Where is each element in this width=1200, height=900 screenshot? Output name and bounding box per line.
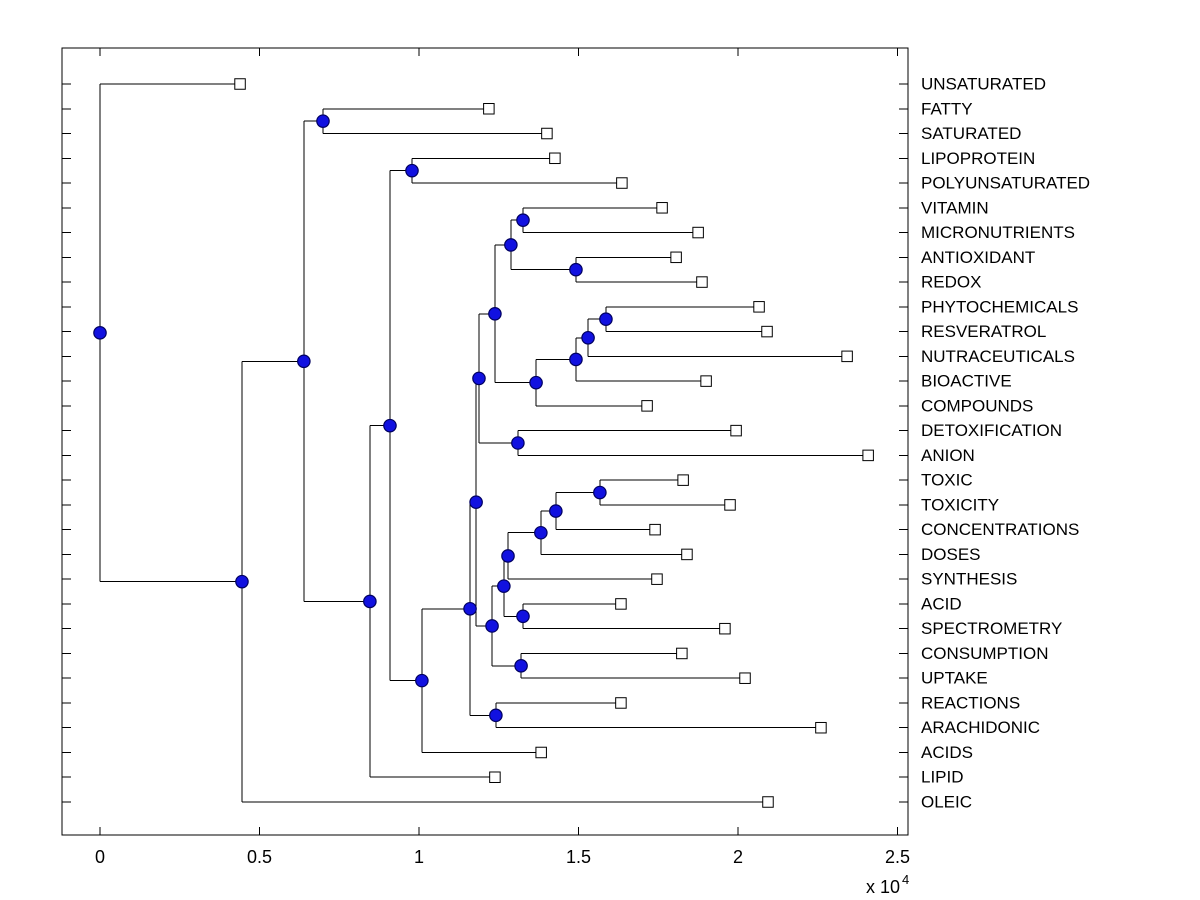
leaf-marker-lipoprotein[interactable] xyxy=(549,152,561,165)
x-tick-label: 1.5 xyxy=(566,847,591,867)
leaf-label: DOSES xyxy=(921,545,981,564)
internal-node-marker-n27[interactable] xyxy=(549,504,563,518)
leaf-label: SPECTROMETRY xyxy=(921,619,1062,638)
internal-node-marker-n10[interactable] xyxy=(469,495,483,509)
x-tick-label: 0.5 xyxy=(247,847,272,867)
leaf-marker-toxicity[interactable] xyxy=(724,499,736,511)
leaf-marker-uptake[interactable] xyxy=(739,672,751,684)
x-tick-label: 2 xyxy=(733,847,743,867)
internal-node-marker-n20[interactable] xyxy=(501,549,515,563)
leaf-marker-vitamin[interactable] xyxy=(656,202,668,214)
internal-node-marker-n3[interactable] xyxy=(297,354,311,369)
leaf-label: BIOACTIVE xyxy=(921,372,1012,391)
leaf-label: LIPOPROTEIN xyxy=(921,149,1035,168)
internal-node-marker-n15[interactable] xyxy=(511,436,525,450)
leaf-marker-polyunsaturated[interactable] xyxy=(616,177,628,189)
leaf-marker-micronutrients[interactable] xyxy=(692,226,704,239)
leaf-label: LIPID xyxy=(921,768,964,787)
leaf-label: OLEIC xyxy=(921,792,972,811)
internal-node-marker-n24[interactable] xyxy=(569,352,583,367)
leaf-label: CONCENTRATIONS xyxy=(921,520,1079,539)
leaf-marker-phytochemicals[interactable] xyxy=(753,301,765,313)
internal-node-marker-n22[interactable] xyxy=(516,213,530,227)
leaf-marker-nutraceuticals[interactable] xyxy=(841,350,853,363)
leaf-marker-antioxidant[interactable] xyxy=(670,251,682,264)
leaf-label: ARACHIDONIC xyxy=(921,718,1040,737)
internal-node-marker-n11[interactable] xyxy=(489,708,503,723)
leaf-label: TOXIC xyxy=(921,471,973,490)
internal-node-marker-n19[interactable] xyxy=(529,375,543,390)
leaf-label: COMPOUNDS xyxy=(921,396,1033,415)
leaf-marker-lipid[interactable] xyxy=(489,771,501,783)
leaf-label: NUTRACEUTICALS xyxy=(921,347,1075,366)
leaf-marker-redox[interactable] xyxy=(696,276,708,288)
leaf-marker-unsaturated[interactable] xyxy=(234,78,246,90)
x-tick-label: 0 xyxy=(95,847,105,867)
internal-node-marker-n7[interactable] xyxy=(405,163,419,178)
leaf-label: POLYUNSATURATED xyxy=(921,174,1090,193)
leaf-label: DETOXIFICATION xyxy=(921,421,1062,440)
leaf-marker-resveratrol[interactable] xyxy=(761,325,773,338)
leaf-label: SYNTHESIS xyxy=(921,570,1017,589)
leaf-label: UNSATURATED xyxy=(921,75,1046,94)
leaf-label: ANTIOXIDANT xyxy=(921,248,1035,267)
leaf-marker-acid[interactable] xyxy=(615,598,627,610)
leaf-marker-saturated[interactable] xyxy=(541,127,553,140)
internal-node-marker-n1[interactable] xyxy=(93,326,107,340)
leaf-marker-anion[interactable] xyxy=(862,449,874,462)
internal-node-marker-n14[interactable] xyxy=(488,306,502,321)
leaf-marker-doses[interactable] xyxy=(681,548,693,561)
leaf-label: VITAMIN xyxy=(921,198,989,217)
internal-node-marker-n16[interactable] xyxy=(497,579,511,593)
leaf-marker-bioactive[interactable] xyxy=(700,375,712,387)
internal-node-marker-n12[interactable] xyxy=(472,371,486,386)
leaf-marker-fatty[interactable] xyxy=(483,103,495,115)
leaf-marker-acids[interactable] xyxy=(535,746,547,759)
x-tick-label: 2.5 xyxy=(885,847,910,867)
x-axis-multiplier-label: x 10 4 xyxy=(866,872,909,897)
internal-node-marker-n8[interactable] xyxy=(415,673,429,688)
leaf-marker-reactions[interactable] xyxy=(615,697,627,709)
internal-node-marker-n5[interactable] xyxy=(363,594,377,609)
internal-node-marker-n28[interactable] xyxy=(599,312,613,327)
leaf-label: REDOX xyxy=(921,273,981,292)
leaf-marker-compounds[interactable] xyxy=(641,400,653,412)
internal-node-marker-n26[interactable] xyxy=(581,330,595,345)
plot-border xyxy=(61,47,909,836)
x-tick-label: 1 xyxy=(414,847,424,867)
internal-node-marker-n17[interactable] xyxy=(514,659,528,673)
leaf-label: ACIDS xyxy=(921,743,973,762)
leaf-marker-synthesis[interactable] xyxy=(651,573,663,585)
leaf-label: ACID xyxy=(921,594,962,613)
internal-node-marker-n21[interactable] xyxy=(516,609,530,624)
internal-node-marker-n25[interactable] xyxy=(534,525,548,540)
internal-node-marker-n6[interactable] xyxy=(383,418,397,433)
leaf-label: ANION xyxy=(921,446,975,465)
leaf-label: REACTIONS xyxy=(921,693,1020,712)
internal-node-marker-n9[interactable] xyxy=(463,601,477,616)
internal-node-marker-n23[interactable] xyxy=(569,262,583,277)
leaf-marker-toxic[interactable] xyxy=(677,474,689,486)
leaf-marker-consumption[interactable] xyxy=(676,647,688,660)
leaf-label: UPTAKE xyxy=(921,669,988,688)
internal-node-marker-n18[interactable] xyxy=(504,238,518,252)
leaf-label: TOXICITY xyxy=(921,495,999,514)
leaf-label: FATTY xyxy=(921,99,973,118)
leaf-label: MICRONUTRIENTS xyxy=(921,223,1075,242)
leaf-marker-arachidonic[interactable] xyxy=(815,721,827,734)
internal-node-marker-n29[interactable] xyxy=(593,485,607,500)
leaf-label: RESVERATROL xyxy=(921,322,1046,341)
leaf-marker-oleic[interactable] xyxy=(762,796,774,808)
internal-node-marker-n2[interactable] xyxy=(235,574,249,589)
internal-node-marker-n4[interactable] xyxy=(316,114,330,128)
leaf-marker-concentrations[interactable] xyxy=(649,523,661,536)
internal-node-marker-n13[interactable] xyxy=(485,619,499,633)
leaf-label: PHYTOCHEMICALS xyxy=(921,297,1078,316)
leaf-marker-detoxification[interactable] xyxy=(730,424,742,437)
leaf-label: CONSUMPTION xyxy=(921,644,1049,663)
leaf-label: SATURATED xyxy=(921,124,1021,143)
leaf-marker-spectrometry[interactable] xyxy=(719,622,731,635)
